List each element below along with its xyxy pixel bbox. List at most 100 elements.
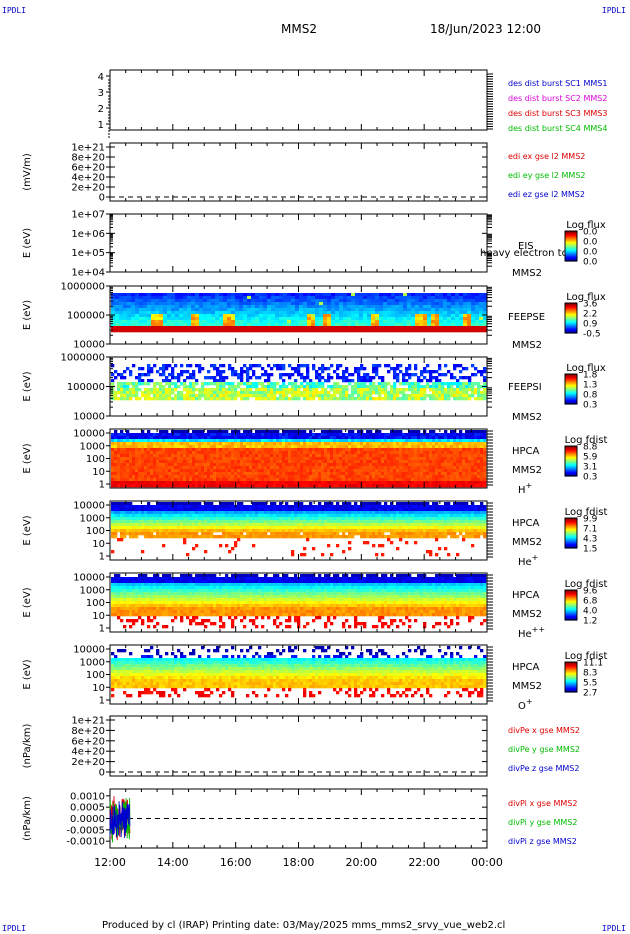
spectrogram-cell xyxy=(463,320,468,324)
spectrogram-cell xyxy=(228,442,232,446)
spectrogram-cell xyxy=(426,463,430,467)
spectrogram-cell xyxy=(447,385,451,389)
spectrogram-cell xyxy=(438,442,442,446)
spectrogram-cell xyxy=(191,320,196,324)
spectrogram-cell xyxy=(147,448,151,452)
spectrogram-cell xyxy=(423,448,427,452)
spectrogram-cell xyxy=(288,397,292,401)
spectrogram-cell xyxy=(342,439,346,443)
spectrogram-cell xyxy=(165,394,169,398)
spectrogram-cell xyxy=(114,484,118,488)
spectrogram-cell xyxy=(153,463,157,467)
spectrogram-cell xyxy=(127,299,132,303)
spectrogram-cell xyxy=(162,478,166,482)
spectrogram-cell xyxy=(399,320,404,324)
spectrogram-cell xyxy=(228,391,232,395)
spectrogram-cell xyxy=(294,454,298,458)
spectrogram-cell xyxy=(261,439,265,443)
spectrogram-cell xyxy=(327,323,332,327)
spectrogram-cell xyxy=(114,376,118,380)
spectrogram-cell xyxy=(333,385,337,389)
spectrogram-cell xyxy=(306,454,310,458)
spectrogram-cell xyxy=(309,451,313,455)
spectrogram-cell xyxy=(395,323,400,327)
spectrogram-cell xyxy=(222,445,226,449)
spectrogram-cell xyxy=(151,299,156,303)
spectrogram-cell xyxy=(330,442,334,446)
spectrogram-cell xyxy=(138,442,142,446)
spectrogram-cell xyxy=(459,463,463,467)
spectrogram-cell xyxy=(249,454,253,458)
spectrogram-cell xyxy=(423,367,427,371)
spectrogram-cell xyxy=(456,382,460,386)
colorbar-tick-label: 0.9 xyxy=(583,320,598,330)
spectrogram-cell xyxy=(264,475,268,479)
spectrogram-cell xyxy=(186,475,190,479)
spectrogram-cell xyxy=(207,433,211,437)
spectrogram-cell xyxy=(330,376,334,380)
spectrogram-cell xyxy=(419,320,424,324)
spectrogram-cell xyxy=(155,314,160,318)
spectrogram-cell xyxy=(312,478,316,482)
spectrogram-cell xyxy=(247,329,252,333)
spectrogram-cell xyxy=(263,311,268,315)
spectrogram-cell xyxy=(117,373,121,377)
spectrogram-cell xyxy=(411,296,416,300)
spectrogram-cell xyxy=(327,314,332,318)
spectrogram-cell xyxy=(309,430,313,434)
spectrogram-cell xyxy=(455,302,460,306)
spectrogram-cell xyxy=(327,475,331,479)
spectrogram-cell xyxy=(351,472,355,476)
spectrogram-cell xyxy=(282,373,286,377)
spectrogram-cell xyxy=(271,320,276,324)
spectrogram-cell xyxy=(177,463,181,467)
spectrogram-cell xyxy=(291,299,296,303)
spectrogram-cell xyxy=(312,388,316,392)
spectrogram-cell xyxy=(283,299,288,303)
spectrogram-cell xyxy=(429,373,433,377)
spectrogram-cell xyxy=(420,472,424,476)
spectrogram-cell xyxy=(261,430,265,434)
spectrogram-cell xyxy=(225,391,229,395)
spectrogram-cell xyxy=(204,433,208,437)
spectrogram-cell xyxy=(459,299,464,303)
spectrogram-cell xyxy=(396,454,400,458)
colorbar-step xyxy=(565,332,577,334)
spectrogram-cell xyxy=(252,364,256,368)
spectrogram-cell xyxy=(150,397,154,401)
spectrogram-cell xyxy=(240,370,244,374)
spectrogram-cell xyxy=(369,448,373,452)
spectrogram-cell xyxy=(307,299,312,303)
spectrogram-cell xyxy=(471,364,475,368)
spectrogram-cell xyxy=(359,305,364,309)
spectrogram-cell xyxy=(267,311,272,315)
spectrogram-cell xyxy=(147,388,151,392)
spectrogram-cell xyxy=(294,460,298,464)
spectrogram-cell xyxy=(405,481,409,485)
spectrogram-cell xyxy=(402,391,406,395)
spectrogram-cell xyxy=(249,475,253,479)
spectrogram-cell xyxy=(432,475,436,479)
spectrogram-cell xyxy=(243,326,248,330)
spectrogram-cell xyxy=(288,442,292,446)
spectrogram-cell xyxy=(120,397,124,401)
spectrogram-cell xyxy=(115,293,120,297)
spectrogram-cell xyxy=(191,293,196,297)
spectrogram-cell xyxy=(483,379,487,383)
spectrogram-cell xyxy=(339,463,343,467)
spectrogram-cell xyxy=(239,314,244,318)
spectrogram-cell xyxy=(417,394,421,398)
spectrogram-cell xyxy=(195,466,199,470)
spectrogram xyxy=(111,364,487,401)
spectrogram-cell xyxy=(132,472,136,476)
spectrogram-cell xyxy=(415,311,420,315)
colorbar-step xyxy=(565,320,577,322)
colorbar-step xyxy=(565,245,577,247)
spectrogram-cell xyxy=(237,442,241,446)
spectrogram-cell xyxy=(288,481,292,485)
spectrogram-cell xyxy=(195,484,199,488)
spectrogram-cell xyxy=(144,391,148,395)
spectrogram-cell xyxy=(315,305,320,309)
spectrogram-cell xyxy=(222,457,226,461)
spectrogram-cell xyxy=(141,445,145,449)
